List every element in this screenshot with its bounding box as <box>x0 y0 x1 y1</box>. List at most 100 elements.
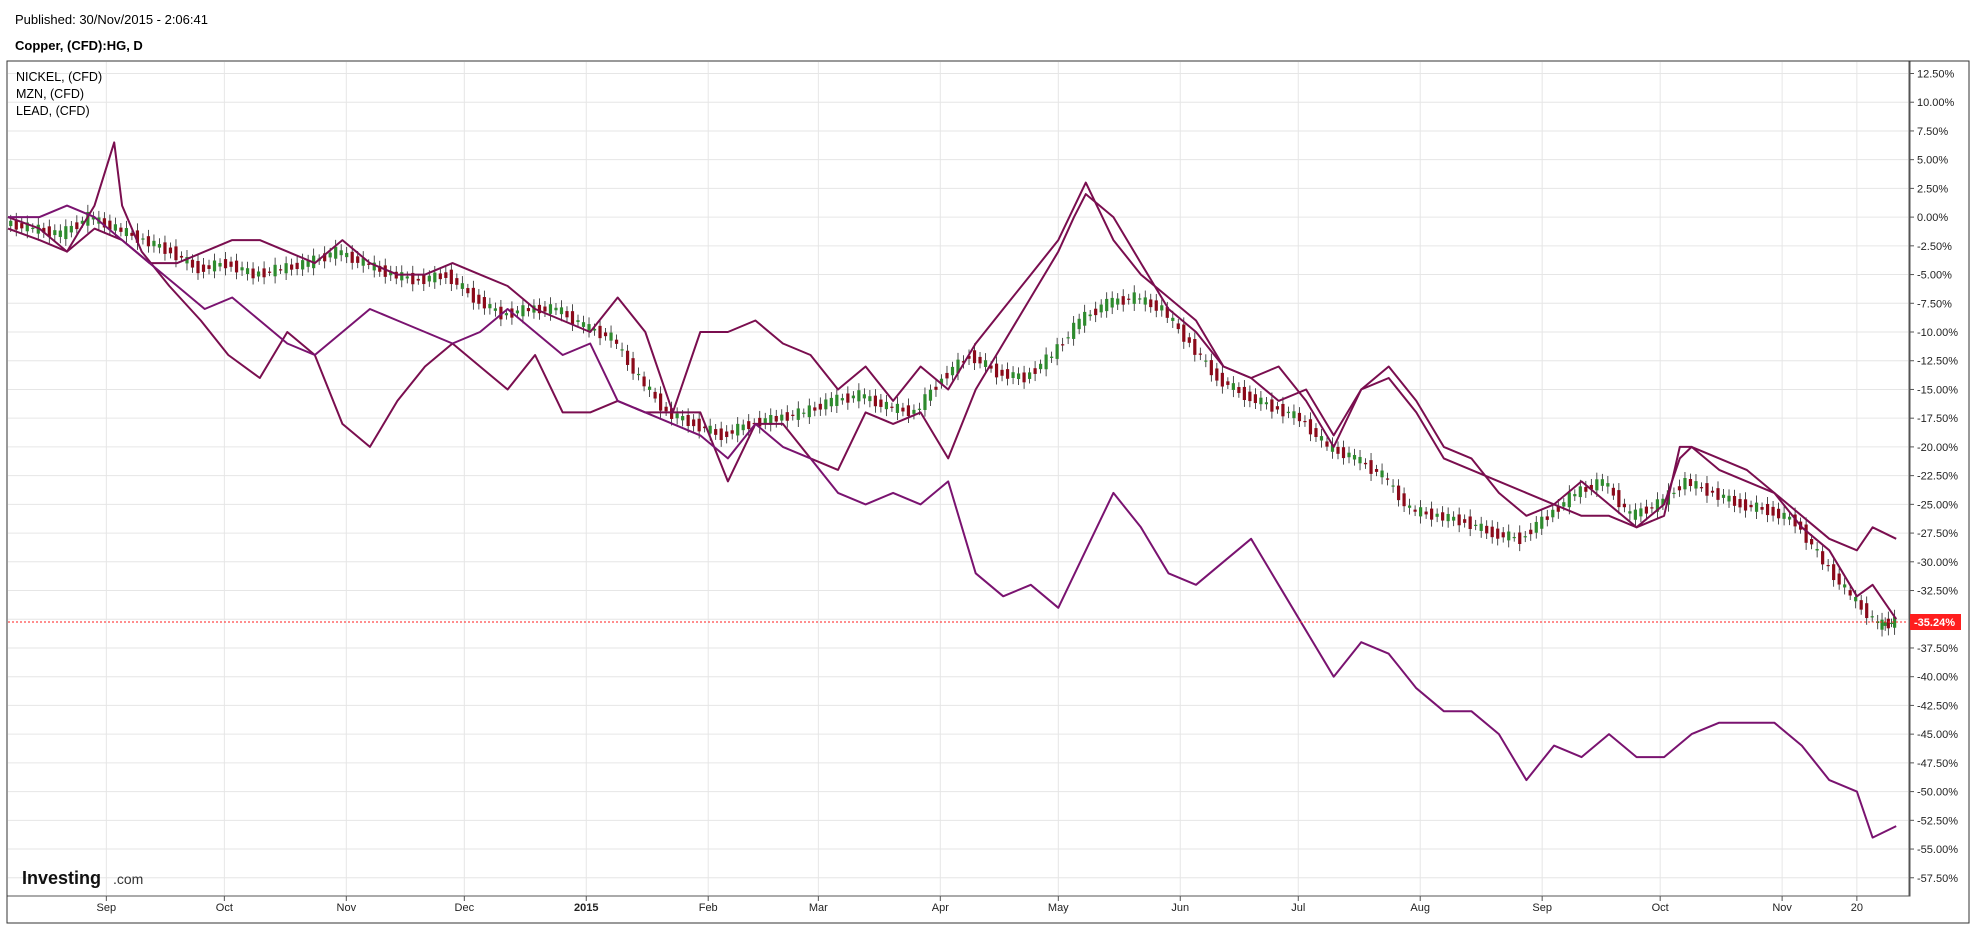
candle <box>956 352 960 381</box>
y-tick-label: -17.50% <box>1917 413 1958 425</box>
candle <box>961 355 966 369</box>
candle <box>1738 493 1742 514</box>
candle <box>455 273 459 290</box>
candle <box>196 254 200 280</box>
y-tick-label: -37.50% <box>1917 643 1958 655</box>
candle <box>135 223 140 250</box>
candle <box>42 222 46 238</box>
candle <box>1611 483 1615 500</box>
candle <box>1705 476 1709 503</box>
candle <box>1352 448 1357 466</box>
candle <box>1413 505 1417 517</box>
candle <box>1848 585 1852 600</box>
y-tick-label: -2.50% <box>1917 241 1952 253</box>
candle <box>488 297 492 315</box>
y-tick-label: -22.50% <box>1917 471 1958 483</box>
candle <box>1248 385 1252 408</box>
candle <box>493 302 497 317</box>
candle <box>1617 483 1621 515</box>
candle <box>1622 498 1626 513</box>
candle <box>1022 365 1026 389</box>
candle <box>1016 367 1021 386</box>
legend-item-lead: LEAD, (CFD) <box>16 104 90 118</box>
candle <box>1512 532 1516 542</box>
candle <box>1209 353 1213 382</box>
candle <box>1507 524 1511 548</box>
candle <box>1534 516 1538 539</box>
candle <box>1843 577 1847 595</box>
candle <box>279 264 283 274</box>
candle <box>1573 489 1577 502</box>
candle <box>906 398 911 423</box>
y-tick-label: -32.50% <box>1917 586 1958 598</box>
candle <box>1176 319 1180 334</box>
candle <box>934 379 938 397</box>
grid-layer <box>8 62 1908 895</box>
candle <box>1446 507 1450 528</box>
candle <box>912 404 916 420</box>
candle <box>928 384 933 406</box>
candle <box>1765 496 1770 523</box>
candle <box>603 328 608 341</box>
candle <box>719 421 723 447</box>
candle <box>1220 365 1224 394</box>
candle <box>945 365 949 386</box>
candle <box>647 379 652 398</box>
candle <box>185 250 189 271</box>
candle <box>1518 525 1522 552</box>
candle <box>146 229 151 253</box>
candle <box>1889 618 1894 628</box>
candle <box>769 408 773 432</box>
candle <box>1644 499 1649 521</box>
candle <box>1551 504 1555 523</box>
candle <box>262 261 266 285</box>
y-tick-label: -30.00% <box>1917 557 1958 569</box>
candle <box>1094 301 1098 323</box>
candle <box>251 262 255 285</box>
candle <box>846 386 850 410</box>
candle <box>1374 464 1379 477</box>
candle <box>758 410 762 434</box>
candle <box>1072 316 1076 346</box>
candle <box>1821 545 1825 570</box>
candle <box>245 261 250 281</box>
candle <box>1138 293 1142 304</box>
candle <box>1308 412 1313 442</box>
candle <box>1297 407 1302 427</box>
legend-item-nickel: NICKEL, (CFD) <box>16 70 102 84</box>
candle <box>1391 479 1395 493</box>
candle <box>290 258 294 276</box>
candle <box>923 387 927 417</box>
candle <box>725 425 729 444</box>
candle <box>284 256 288 280</box>
candle <box>1567 485 1571 515</box>
candle <box>851 391 855 403</box>
candle <box>714 424 718 440</box>
candle <box>526 302 531 317</box>
candle <box>339 244 343 262</box>
candle <box>75 215 79 237</box>
candle <box>1050 351 1054 363</box>
candle <box>1441 506 1445 527</box>
candle <box>1832 557 1836 587</box>
candle <box>91 211 95 225</box>
candle <box>1578 479 1582 504</box>
y-tick-label: 2.50% <box>1917 183 1948 195</box>
candle <box>361 251 365 273</box>
candle <box>807 398 811 424</box>
candle <box>1501 527 1505 543</box>
candle <box>1732 489 1737 513</box>
candle <box>1870 610 1874 623</box>
x-tick-label: Sep <box>97 902 117 914</box>
x-tick-label: Nov <box>337 902 357 914</box>
candle <box>609 325 613 348</box>
candle <box>1027 367 1032 384</box>
candle <box>1160 299 1164 317</box>
candle <box>108 214 112 236</box>
y-tick-label: 7.50% <box>1917 126 1948 138</box>
candle <box>141 233 145 245</box>
y-tick-label: -5.00% <box>1917 270 1952 282</box>
candle <box>1485 520 1489 539</box>
x-tick-label: Aug <box>1410 902 1430 914</box>
